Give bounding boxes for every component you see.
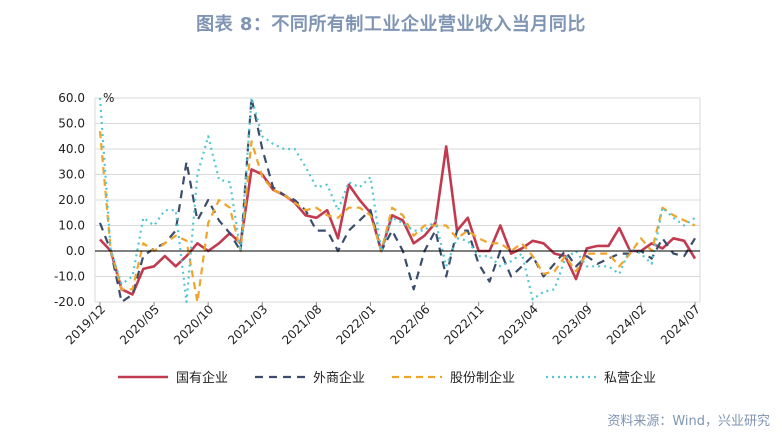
series-line-1 [98, 96, 696, 304]
x-tick-label: 2024/02 [604, 302, 649, 347]
x-tick-label: 2020/05 [117, 302, 162, 347]
x-tick-label: 2022/01 [333, 302, 378, 347]
x-tick-label: 2022/06 [388, 302, 433, 347]
legend-label-1: 外商企业 [313, 370, 365, 386]
y-axis-unit-label: % [103, 91, 114, 105]
legend: 国有企业 外商企业 股份制企业 私营企业 [118, 370, 656, 386]
legend-label-0: 国有企业 [176, 370, 228, 386]
source-note: 资料来源：Wind，兴业研究 [607, 414, 770, 429]
y-tick-label: 40.0 [58, 142, 85, 156]
y-tick-label: 0.0 [66, 244, 85, 258]
chart-title: 图表 8：不同所有制工业企业营业收入当月同比 [196, 14, 586, 35]
x-tick-label: 2021/08 [279, 302, 324, 347]
x-axis-ticks: 2019/12 2020/05 2020/10 2021/03 2021/08 2022/… [63, 302, 703, 347]
x-tick-label: 2023/04 [496, 302, 541, 347]
y-tick-label: 30.0 [58, 168, 85, 182]
legend-label-3: 私营企业 [604, 370, 656, 386]
x-tick-label: 2022/11 [442, 302, 487, 347]
series-line-0 [99, 145, 697, 296]
x-tick-label: 2024/07 [658, 302, 703, 347]
y-tick-label: 10.0 [58, 219, 85, 233]
x-tick-label: 2021/03 [225, 302, 270, 347]
y-axis-ticks: 60.0 50.0 40.0 30.0 20.0 10.0 0.0 -10.0 -20.0 [54, 91, 85, 309]
y-tick-label: -20.0 [54, 295, 85, 309]
series-lines [98, 96, 697, 304]
y-tick-label: 60.0 [58, 91, 85, 105]
y-tick-label: 50.0 [58, 117, 85, 131]
legend-label-2: 股份制企业 [450, 370, 515, 386]
x-tick-label: 2023/09 [550, 302, 595, 347]
grid-lines [94, 97, 701, 303]
y-tick-label: -10.0 [54, 270, 85, 284]
y-tick-label: 20.0 [58, 193, 85, 207]
x-tick-label: 2020/10 [171, 302, 216, 347]
